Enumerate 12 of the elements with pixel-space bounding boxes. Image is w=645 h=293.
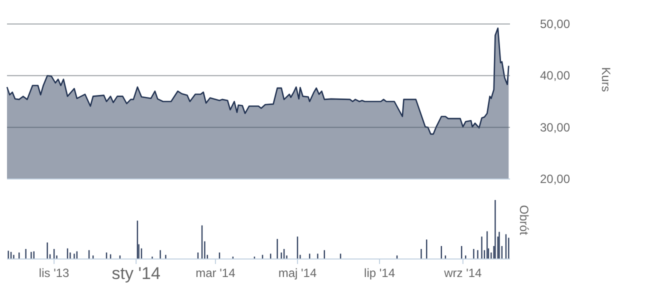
y-tick-label: 40,00	[540, 68, 570, 83]
y-tick-label: 30,00	[540, 120, 570, 134]
x-tick-label: lis '13	[38, 266, 70, 280]
x-tick-label: wrz '14	[443, 266, 482, 280]
x-tick-label: lip '14	[364, 266, 396, 280]
x-tick-label: sty '14	[112, 264, 160, 283]
x-tick-label: maj '14	[278, 266, 317, 280]
y-axis-title: Kurs	[599, 67, 613, 92]
y-axis-title: Obrót	[517, 205, 531, 236]
y-tick-label: 50,00	[540, 17, 570, 31]
x-tick-label: mar '14	[196, 266, 236, 280]
y-tick-label: 20,00	[540, 172, 570, 186]
